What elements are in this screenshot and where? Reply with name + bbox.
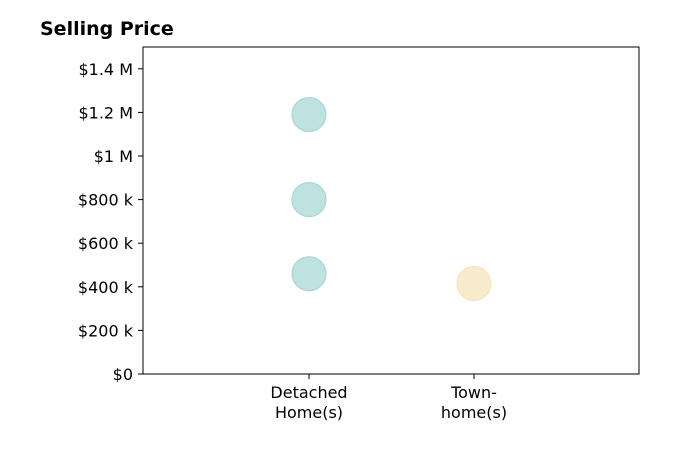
y-tick-label: $800 k: [78, 191, 134, 210]
y-tick-label: $1.2 M: [78, 103, 133, 122]
y-tick-label: $1 M: [94, 147, 133, 166]
data-point: [291, 96, 327, 133]
x-tick-label: Town-home(s): [441, 383, 507, 422]
y-tick-label: $200 k: [78, 321, 134, 340]
y-axis: $0 $200 k $400 k $600 k $800 k $1 M $1.2 M $1.4…: [78, 60, 143, 384]
plot-frame: [142, 46, 640, 375]
chart-title: Selling Price: [40, 18, 174, 40]
data-point: [291, 182, 327, 218]
data-point: [291, 256, 327, 292]
data-point: [456, 265, 492, 302]
y-tick-label: $400 k: [78, 278, 134, 297]
y-tick-label: $0: [113, 365, 133, 384]
y-tick-label: $1.4 M: [78, 60, 133, 79]
x-axis: Detached Home(s) Town-home(s): [270, 374, 507, 422]
x-tick-label: Detached Home(s): [270, 383, 347, 422]
points-layer: [291, 96, 492, 302]
y-tick-label: $600 k: [78, 234, 134, 253]
